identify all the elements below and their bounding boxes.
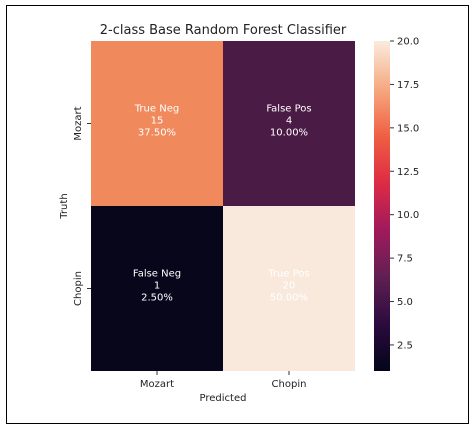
cell-label: True Neg (134, 104, 179, 115)
cell-percent: 50.00% (270, 293, 308, 304)
x-tick-label: Mozart (140, 379, 174, 390)
x-tick-label: Chopin (272, 379, 307, 390)
colorbar-tick-label: 10.0 (397, 210, 419, 221)
colorbar-tick-label: 7.5 (397, 254, 413, 265)
cell-count: 15 (151, 116, 164, 127)
y-axis-label: Truth (59, 193, 70, 219)
heatmap-cell (223, 206, 355, 371)
heatmap-cell (91, 206, 223, 371)
cell-count: 4 (286, 116, 292, 127)
colorbar-tick-label: 17.5 (397, 80, 419, 91)
colorbar-tick-label: 5.0 (397, 297, 413, 308)
y-tick-label: Chopin (73, 271, 84, 306)
cell-percent: 2.50% (141, 293, 173, 304)
x-axis-ticks: Mozart Chopin (140, 371, 307, 390)
colorbar-gradient (374, 41, 390, 371)
colorbar-tick-label: 12.5 (397, 167, 419, 178)
colorbar-tick-label: 15.0 (397, 123, 419, 134)
heatmap-cell (91, 41, 223, 206)
cell-count: 1 (154, 281, 160, 292)
y-tick-label: Mozart (73, 106, 84, 140)
cell-percent: 37.50% (138, 128, 176, 139)
x-axis-label: Predicted (200, 393, 247, 404)
cell-label: False Pos (266, 104, 311, 115)
y-axis-ticks: Mozart Chopin (73, 106, 91, 306)
cell-percent: 10.00% (270, 128, 308, 139)
cell-label: False Neg (133, 269, 181, 280)
colorbar-tick-label: 2.5 (397, 340, 413, 351)
cell-label: True Pos (267, 269, 309, 280)
colorbar-tick-label: 20.0 (397, 37, 419, 48)
colorbar: 2.5 5.0 7.5 10.0 12.5 15.0 17.5 20.0 (374, 37, 419, 371)
cell-count: 20 (283, 281, 296, 292)
chart-title: 2-class Base Random Forest Classifier (100, 23, 347, 38)
heatmap-cell (223, 41, 355, 206)
